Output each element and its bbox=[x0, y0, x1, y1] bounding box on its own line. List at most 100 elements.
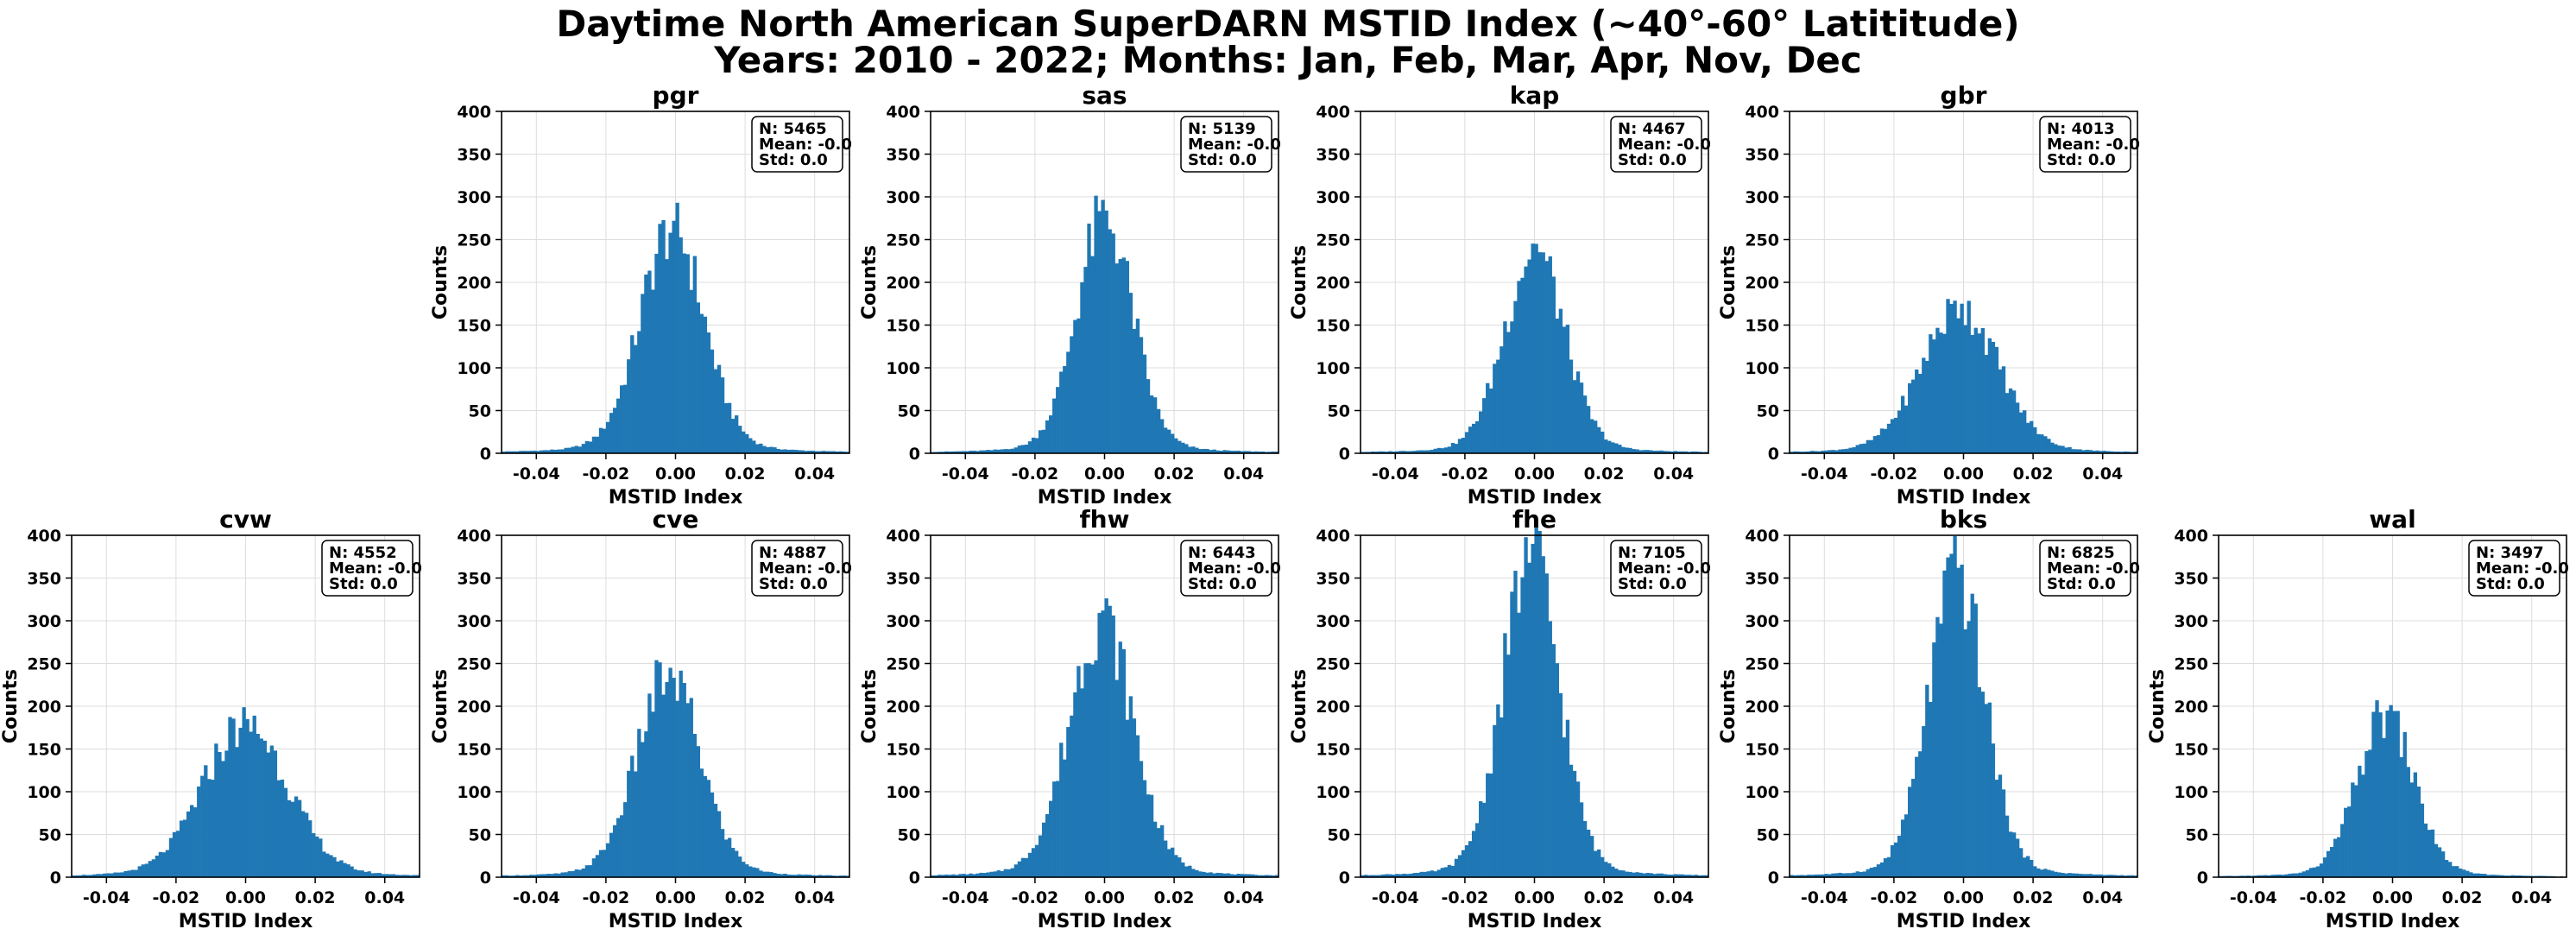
histogram-bar bbox=[769, 872, 773, 877]
histogram-bar bbox=[2246, 875, 2251, 877]
histogram-bar bbox=[1409, 451, 1413, 453]
y-tick-label: 150 bbox=[886, 317, 920, 336]
histogram-bar bbox=[1618, 445, 1622, 453]
histogram-bar bbox=[993, 871, 997, 877]
histogram-bar bbox=[2444, 860, 2449, 877]
x-tick-label: 0.00 bbox=[1943, 888, 1984, 907]
histogram-bar bbox=[1464, 845, 1469, 877]
x-tick-label: -0.02 bbox=[2300, 888, 2347, 907]
histogram-bar bbox=[1146, 379, 1151, 453]
histogram-bar bbox=[1673, 874, 1678, 877]
histogram-bar bbox=[2490, 875, 2494, 877]
x-tick-label: -0.02 bbox=[1871, 888, 1918, 907]
stats-mean: Mean: -0.0 bbox=[759, 559, 852, 578]
histogram-bar bbox=[2301, 871, 2307, 877]
x-axis-label: MSTID Index bbox=[1897, 487, 2031, 509]
histogram-bar bbox=[1987, 702, 1992, 877]
histogram-bar bbox=[1565, 719, 1570, 877]
histogram-bar bbox=[1666, 451, 1670, 453]
histogram-bar bbox=[1645, 873, 1650, 877]
histogram-bar bbox=[1984, 355, 1989, 453]
histogram-bar bbox=[1063, 365, 1067, 453]
histogram-bar bbox=[1479, 411, 1483, 453]
histogram-bar bbox=[415, 875, 420, 877]
histogram-bar bbox=[1601, 856, 1605, 877]
x-tick-label: 0.00 bbox=[655, 464, 696, 483]
histogram-bar bbox=[654, 660, 659, 877]
histogram-bar bbox=[1426, 450, 1430, 453]
histogram-bar bbox=[1645, 450, 1650, 453]
histogram-bar bbox=[1027, 441, 1032, 453]
histogram-bar bbox=[1800, 875, 1804, 877]
x-tick-label: 0.00 bbox=[1943, 464, 1984, 483]
histogram-bar bbox=[1866, 439, 1870, 453]
histogram-bar bbox=[602, 428, 607, 453]
histogram-bar bbox=[374, 873, 378, 877]
histogram-bar bbox=[2437, 847, 2442, 877]
histogram-bar bbox=[1496, 359, 1500, 453]
histogram-bar bbox=[1253, 451, 1259, 453]
histogram-bar bbox=[1980, 328, 1985, 453]
y-tick-label: 150 bbox=[457, 317, 491, 336]
histogram-bar bbox=[1024, 857, 1029, 877]
panel-title: wal bbox=[2369, 505, 2415, 534]
histogram-bar bbox=[605, 843, 610, 877]
histogram-bar bbox=[2092, 874, 2096, 877]
figure-title-line-2: Years: 2010 - 2022; Months: Jan, Feb, Ma… bbox=[714, 39, 1862, 81]
histogram-bar bbox=[571, 870, 575, 877]
histogram-bar bbox=[1388, 451, 1392, 453]
histogram-bar bbox=[1392, 451, 1396, 453]
histogram-bar bbox=[1066, 727, 1070, 877]
histogram-bar bbox=[996, 449, 1001, 453]
x-tick-label: -0.04 bbox=[83, 888, 130, 907]
y-tick-label: 50 bbox=[1328, 826, 1350, 845]
histogram-bar bbox=[944, 874, 949, 877]
x-tick-label: 0.00 bbox=[225, 888, 266, 907]
histogram-bar bbox=[1003, 869, 1007, 877]
y-tick-label: 200 bbox=[1316, 698, 1350, 717]
y-tick-label: 300 bbox=[2174, 612, 2208, 631]
histogram-bar bbox=[2507, 875, 2511, 877]
histogram-bar bbox=[752, 440, 756, 453]
histogram-bar bbox=[305, 812, 309, 877]
y-tick-label: 100 bbox=[1745, 359, 1779, 378]
histogram-bar bbox=[1240, 451, 1244, 453]
histogram-bar bbox=[1659, 873, 1664, 877]
histogram-bar bbox=[502, 875, 506, 877]
histogram-bar bbox=[1845, 448, 1849, 453]
x-tick-label: 0.00 bbox=[1084, 464, 1125, 483]
histogram-bar bbox=[1178, 440, 1182, 453]
histogram-bar bbox=[1548, 256, 1552, 453]
x-tick-label: 0.02 bbox=[1584, 464, 1625, 483]
histogram-bar bbox=[2126, 875, 2131, 877]
histogram-bar bbox=[1625, 871, 1629, 877]
histogram-bar bbox=[982, 873, 987, 877]
histogram-bar bbox=[564, 872, 568, 877]
stats-n: N: 4467 bbox=[1618, 120, 1686, 138]
histogram-bar bbox=[780, 874, 784, 877]
histogram-bar bbox=[944, 451, 949, 453]
histogram-bar bbox=[103, 873, 107, 877]
histogram-bar bbox=[1544, 573, 1549, 877]
histogram-bar bbox=[845, 452, 850, 453]
histogram-bar bbox=[1991, 743, 1996, 877]
histogram-bar bbox=[2440, 851, 2446, 877]
histogram-bar bbox=[1174, 855, 1178, 877]
histogram-bar bbox=[1998, 774, 2003, 877]
histogram-bar bbox=[1866, 869, 1870, 877]
histogram-bar bbox=[658, 224, 662, 453]
histogram-bar bbox=[1111, 615, 1115, 877]
histogram-bar bbox=[1118, 641, 1122, 877]
histogram-bar bbox=[79, 875, 83, 877]
histogram-bar bbox=[1101, 610, 1105, 877]
histogram-bar bbox=[1579, 802, 1584, 877]
histogram-bar bbox=[637, 729, 641, 877]
histogram-bar bbox=[804, 451, 808, 453]
histogram-bar bbox=[759, 870, 763, 877]
histogram-bar bbox=[1017, 446, 1022, 453]
histogram-bar bbox=[360, 870, 364, 877]
histogram-bar bbox=[336, 861, 340, 877]
y-tick-label: 250 bbox=[886, 655, 920, 674]
histogram-bar bbox=[2524, 875, 2529, 877]
histogram-bar bbox=[1045, 813, 1050, 877]
